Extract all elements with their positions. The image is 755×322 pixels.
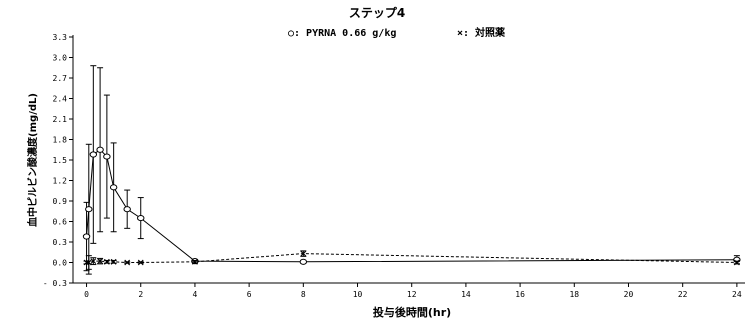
x-tick-label: 4 bbox=[193, 290, 198, 299]
y-tick-label: 2.7 bbox=[53, 74, 68, 83]
legend-entry-pyrna: ○: PYRNA 0.66 g/kg bbox=[288, 28, 396, 39]
marker-stroke bbox=[733, 259, 740, 266]
y-axis-ticks: - 0.3 0.0 0.3 0.6 0.9 1.2 1.5 1.8 2.1 2.4 2.7 3.0 3.… bbox=[43, 33, 73, 288]
legend: ○: PYRNA 0.66 g/kg ×: 対照薬 bbox=[288, 26, 506, 39]
data-point bbox=[103, 258, 110, 265]
x-axis-ticks: 0 2 4 6 8 10 12 14 16 18 20 22 24 bbox=[84, 283, 742, 299]
y-tick-label: 2.1 bbox=[53, 115, 68, 124]
marker-stroke bbox=[137, 259, 144, 266]
x-tick-label: 2 bbox=[138, 290, 143, 299]
marker-stroke bbox=[103, 258, 110, 265]
data-point bbox=[103, 153, 111, 160]
data-point bbox=[299, 258, 308, 265]
y-tick-label: 1.5 bbox=[53, 156, 68, 165]
marker-stroke bbox=[83, 259, 90, 266]
series-control bbox=[83, 250, 740, 270]
data-point bbox=[85, 206, 93, 213]
marker-stroke bbox=[85, 259, 92, 266]
x-tick-label: 0 bbox=[84, 290, 89, 299]
y-tick-label: 2.4 bbox=[53, 95, 68, 104]
data-point bbox=[96, 146, 104, 153]
x-tick-label: 14 bbox=[461, 290, 471, 299]
legend-entry-control: ×: 対照薬 bbox=[457, 26, 506, 39]
x-tick-label: 10 bbox=[353, 290, 363, 299]
y-tick-label: 3.3 bbox=[53, 33, 68, 42]
data-point bbox=[83, 259, 90, 266]
data-point bbox=[109, 184, 118, 191]
marker-stroke bbox=[192, 258, 198, 265]
x-tick-label: 8 bbox=[301, 290, 306, 299]
data-point bbox=[733, 259, 740, 266]
chart-title: ステップ4 bbox=[349, 5, 405, 20]
data-point bbox=[97, 258, 103, 265]
series-pyrna bbox=[82, 65, 741, 275]
x-tick-label: 20 bbox=[624, 290, 634, 299]
axes bbox=[72, 35, 745, 284]
data-point bbox=[123, 206, 131, 213]
data-point bbox=[110, 258, 117, 265]
data-point bbox=[137, 259, 144, 266]
data-point bbox=[89, 151, 98, 158]
series-line bbox=[86, 149, 737, 263]
y-tick-label: 0.6 bbox=[53, 218, 68, 227]
y-tick-label: 1.2 bbox=[53, 177, 68, 186]
y-tick-label: 0.3 bbox=[53, 238, 68, 247]
y-tick-label: 3.0 bbox=[53, 54, 68, 63]
marker-stroke bbox=[90, 258, 97, 265]
x-tick-label: 12 bbox=[407, 290, 417, 299]
marker-stroke bbox=[97, 258, 103, 265]
series-layer bbox=[82, 65, 741, 275]
data-point bbox=[90, 258, 97, 265]
x-axis-label: 投与後時間(hr) bbox=[373, 305, 451, 319]
marker-stroke bbox=[300, 250, 307, 257]
data-point bbox=[137, 214, 145, 222]
marker-stroke bbox=[124, 259, 131, 266]
data-point bbox=[124, 259, 131, 266]
x-tick-label: 18 bbox=[569, 290, 579, 299]
x-tick-label: 6 bbox=[247, 290, 252, 299]
x-tick-label: 16 bbox=[515, 290, 525, 299]
x-tick-label: 24 bbox=[732, 290, 742, 299]
data-point bbox=[82, 233, 91, 240]
data-point bbox=[85, 259, 92, 266]
y-tick-label: 1.8 bbox=[53, 136, 68, 145]
data-point bbox=[300, 250, 307, 257]
data-point bbox=[192, 258, 198, 265]
y-tick-label: 0.0 bbox=[53, 259, 68, 268]
y-tick-label: 0.9 bbox=[53, 197, 68, 206]
y-axis-label: 血中ピルビン酸濃度(mg/dL) bbox=[26, 93, 39, 227]
marker-stroke bbox=[110, 258, 117, 265]
y-tick-label: - 0.3 bbox=[43, 279, 67, 288]
x-tick-label: 22 bbox=[678, 290, 688, 299]
